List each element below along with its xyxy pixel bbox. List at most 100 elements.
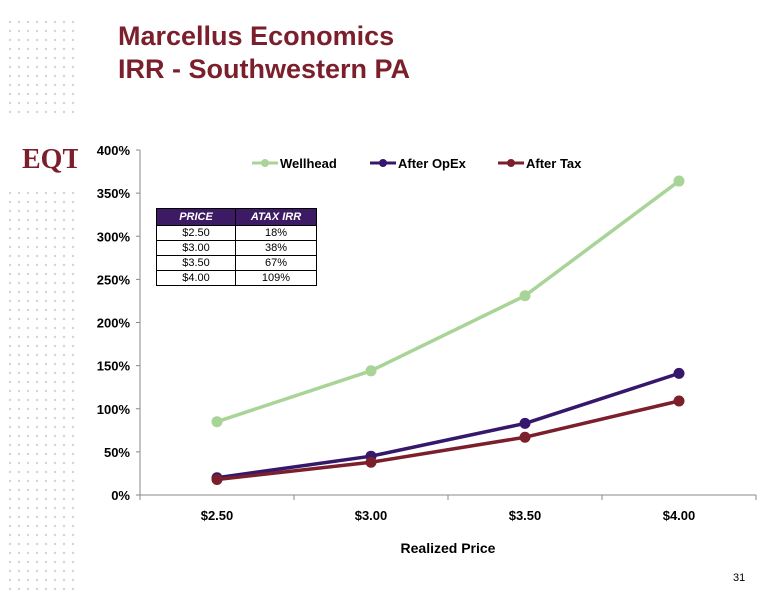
x-tick-label: $3.00 xyxy=(355,508,388,523)
decor-dot xyxy=(17,56,21,60)
decor-dot xyxy=(71,101,75,105)
decor-dot xyxy=(44,407,48,411)
decor-dot xyxy=(53,335,57,339)
decor-dot xyxy=(53,101,57,105)
decor-dot xyxy=(26,434,30,438)
decor-dot xyxy=(8,263,12,267)
decor-dot xyxy=(44,461,48,465)
decor-dot xyxy=(8,407,12,411)
decor-dot xyxy=(53,74,57,78)
decor-dot xyxy=(62,497,66,501)
decor-dot xyxy=(53,209,57,213)
decor-dot xyxy=(35,83,39,87)
decor-dot xyxy=(26,470,30,474)
decor-dot xyxy=(62,425,66,429)
decor-dot xyxy=(35,29,39,33)
decor-dot xyxy=(44,272,48,276)
decor-dot xyxy=(62,227,66,231)
decor-dot xyxy=(53,524,57,528)
decor-dot xyxy=(44,20,48,24)
decor-dot xyxy=(44,380,48,384)
decor-dot xyxy=(53,533,57,537)
data-point xyxy=(519,290,531,302)
decor-dot xyxy=(71,497,75,501)
decor-dot xyxy=(8,254,12,258)
decor-dot xyxy=(8,101,12,105)
decor-dot xyxy=(62,578,66,582)
decor-dot xyxy=(35,92,39,96)
decor-dot xyxy=(44,452,48,456)
table-header-irr: ATAX IRR xyxy=(235,208,317,226)
decor-dot xyxy=(26,479,30,483)
decor-dot xyxy=(71,398,75,402)
decor-dot xyxy=(44,317,48,321)
data-point xyxy=(211,473,223,485)
decor-dot xyxy=(26,551,30,555)
decor-dot xyxy=(44,425,48,429)
decor-dot xyxy=(35,470,39,474)
decor-dot xyxy=(53,461,57,465)
decor-dot xyxy=(8,20,12,24)
decor-dot xyxy=(35,533,39,537)
decor-dot xyxy=(8,542,12,546)
decor-dot xyxy=(8,488,12,492)
decor-dot xyxy=(26,335,30,339)
decor-dot xyxy=(53,308,57,312)
decor-dot xyxy=(17,308,21,312)
decor-dot xyxy=(17,317,21,321)
decor-dot xyxy=(71,263,75,267)
decor-dot xyxy=(62,344,66,348)
decor-dot xyxy=(8,560,12,564)
decor-dot xyxy=(35,218,39,222)
decor-dot xyxy=(53,560,57,564)
decor-dot xyxy=(62,101,66,105)
decor-dot xyxy=(71,533,75,537)
decor-dot xyxy=(35,461,39,465)
decor-dot xyxy=(8,218,12,222)
decor-dot xyxy=(62,380,66,384)
decor-dot xyxy=(71,236,75,240)
decor-dot xyxy=(26,245,30,249)
decor-dot xyxy=(26,497,30,501)
decor-dot xyxy=(44,398,48,402)
decor-dot xyxy=(53,389,57,393)
decor-dot xyxy=(17,380,21,384)
decor-dot xyxy=(71,407,75,411)
decor-dot xyxy=(71,254,75,258)
table-cell-irr: 38% xyxy=(235,240,317,256)
decor-dot xyxy=(8,29,12,33)
decor-dot xyxy=(62,587,66,591)
decor-dot xyxy=(26,353,30,357)
decor-dot xyxy=(44,551,48,555)
decor-dot xyxy=(17,497,21,501)
series-line xyxy=(216,399,680,482)
decor-dot xyxy=(44,245,48,249)
decor-dot xyxy=(35,281,39,285)
decor-dot xyxy=(44,29,48,33)
decor-dot xyxy=(62,74,66,78)
decor-dot xyxy=(35,551,39,555)
decor-dot xyxy=(35,407,39,411)
decor-dot xyxy=(17,344,21,348)
decor-dot xyxy=(62,290,66,294)
decor-dot xyxy=(44,47,48,51)
decor-dot xyxy=(8,524,12,528)
decor-dot xyxy=(53,587,57,591)
decor-dot xyxy=(35,20,39,24)
decor-dot xyxy=(53,254,57,258)
decor-dot xyxy=(62,317,66,321)
decor-dot xyxy=(53,398,57,402)
decor-dot xyxy=(71,371,75,375)
decor-dot xyxy=(26,533,30,537)
decor-dot xyxy=(71,479,75,483)
decor-dot xyxy=(53,299,57,303)
decor-dot xyxy=(44,371,48,375)
decor-dot xyxy=(8,92,12,96)
decor-dot xyxy=(8,227,12,231)
decor-dot xyxy=(8,461,12,465)
decor-dot xyxy=(26,101,30,105)
decor-dot xyxy=(35,560,39,564)
decor-dot xyxy=(62,218,66,222)
decor-dot xyxy=(44,236,48,240)
decor-dot xyxy=(35,65,39,69)
